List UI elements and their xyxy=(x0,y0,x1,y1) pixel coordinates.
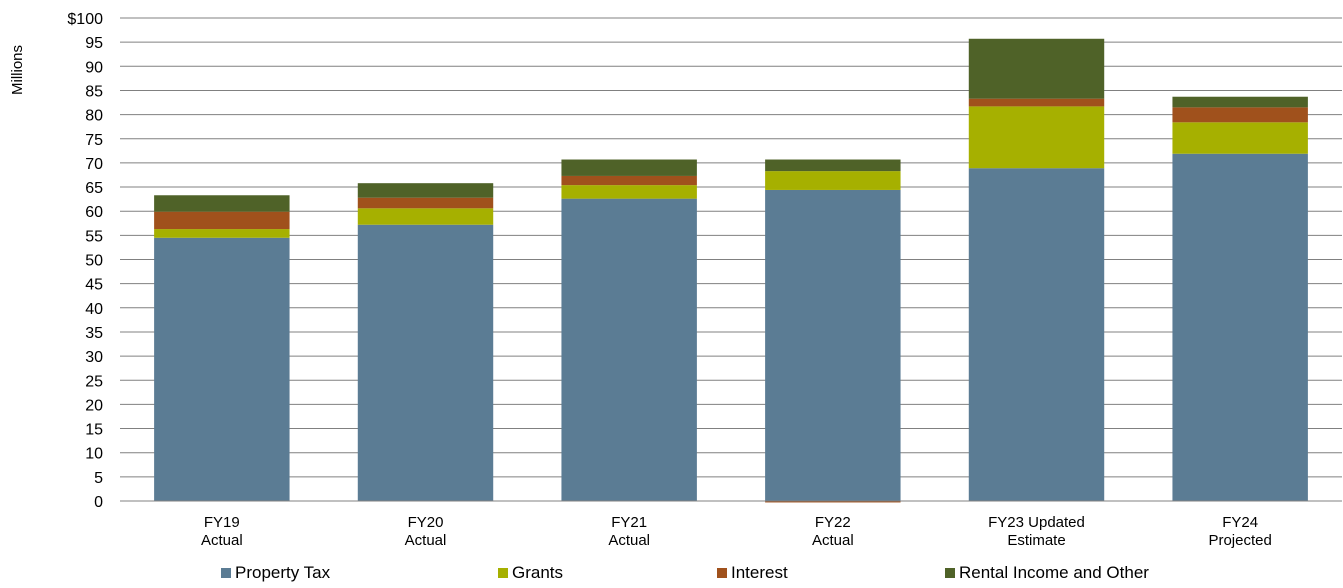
y-tick-label: 35 xyxy=(85,325,103,342)
x-tick-label: FY23 Updated xyxy=(988,514,1085,531)
x-tick-label: FY19 xyxy=(204,514,240,531)
y-tick-label: 80 xyxy=(85,108,103,125)
x-tick-label: FY21 xyxy=(611,514,647,531)
legend-swatch xyxy=(221,568,231,578)
y-tick-label: 30 xyxy=(85,349,103,366)
legend-label: Interest xyxy=(731,563,788,582)
x-tick-label: Actual xyxy=(405,532,447,549)
bar-segment-property-tax xyxy=(1172,153,1308,501)
y-tick-label: $100 xyxy=(67,11,103,28)
y-tick-label: 85 xyxy=(85,83,103,100)
x-tick-label: Projected xyxy=(1208,532,1271,549)
y-axis-tick-labels: 0 5 10 15 20 25 30 35 40 45 50 55 60 65 70 75 80 85 90 95 $1… xyxy=(67,11,103,511)
legend-label: Grants xyxy=(512,563,564,582)
legend-item: Grants xyxy=(498,563,563,583)
bar-segment-rental-income-and-other xyxy=(561,159,697,176)
legend-label: Rental Income and Other xyxy=(959,563,1149,582)
legend-label: Property Tax xyxy=(235,563,331,582)
bar-segment-rental-income-and-other xyxy=(968,38,1105,99)
bar-segment-interest xyxy=(968,98,1105,107)
legend: Property Tax Grants Interest Rental Income … xyxy=(0,563,1343,588)
y-tick-label: 70 xyxy=(85,156,103,173)
bar-segment-property-tax xyxy=(968,168,1105,501)
y-tick-label: 10 xyxy=(85,446,103,463)
x-tick-label: Actual xyxy=(201,532,243,549)
bar-segment-grants xyxy=(561,185,697,199)
bar-segment-interest xyxy=(561,175,697,186)
bar-segment-interest xyxy=(154,211,290,230)
bar-segment-property-tax xyxy=(765,189,901,501)
bar-segment-rental-income-and-other xyxy=(357,183,494,198)
legend-item: Interest xyxy=(717,563,788,583)
bar-segment-property-tax xyxy=(154,237,290,501)
y-tick-label: 65 xyxy=(85,180,103,197)
y-tick-label: 50 xyxy=(85,253,103,270)
bar-segment-grants xyxy=(357,208,494,225)
x-tick-label: FY22 xyxy=(815,514,851,531)
x-axis-tick-labels: FY19ActualFY20ActualFY21ActualFY22Actual… xyxy=(201,514,1272,549)
legend-item: Property Tax xyxy=(221,563,330,583)
bar-segment-grants xyxy=(154,229,290,238)
bar-segment-grants xyxy=(765,171,901,190)
x-tick-label: FY24 xyxy=(1222,514,1258,531)
legend-swatch xyxy=(498,568,508,578)
bar-segment-rental-income-and-other xyxy=(765,159,901,172)
bar-segment-interest xyxy=(765,501,901,503)
bar-segment-rental-income-and-other xyxy=(1172,96,1308,108)
y-axis-label: Millions xyxy=(9,45,26,95)
bar-segment-property-tax xyxy=(357,224,494,501)
bar-segment-rental-income-and-other xyxy=(154,195,290,212)
y-tick-label: 15 xyxy=(85,422,103,439)
bar-segment-grants xyxy=(968,106,1105,169)
bars xyxy=(154,38,1308,503)
y-tick-label: 45 xyxy=(85,277,103,294)
bar-segment-interest xyxy=(1172,107,1308,123)
y-tick-label: 60 xyxy=(85,204,103,221)
legend-swatch xyxy=(945,568,955,578)
y-tick-label: 95 xyxy=(85,35,103,52)
y-tick-label: 55 xyxy=(85,228,103,245)
y-tick-label: 75 xyxy=(85,132,103,149)
bar-segment-grants xyxy=(1172,122,1308,154)
bar-segment-property-tax xyxy=(561,198,697,501)
legend-item: Rental Income and Other xyxy=(945,563,1149,583)
y-tick-label: 0 xyxy=(94,494,103,511)
x-tick-label: Estimate xyxy=(1007,532,1065,549)
bar-segment-interest xyxy=(357,197,494,209)
legend-swatch xyxy=(717,568,727,578)
gridlines xyxy=(120,17,1342,478)
y-tick-label: 25 xyxy=(85,373,103,390)
x-tick-label: Actual xyxy=(812,532,854,549)
x-tick-label: Actual xyxy=(608,532,650,549)
y-tick-label: 5 xyxy=(94,470,103,487)
x-tick-label: FY20 xyxy=(408,514,444,531)
y-tick-label: 40 xyxy=(85,301,103,318)
y-tick-label: 20 xyxy=(85,397,103,414)
y-tick-label: 90 xyxy=(85,59,103,76)
